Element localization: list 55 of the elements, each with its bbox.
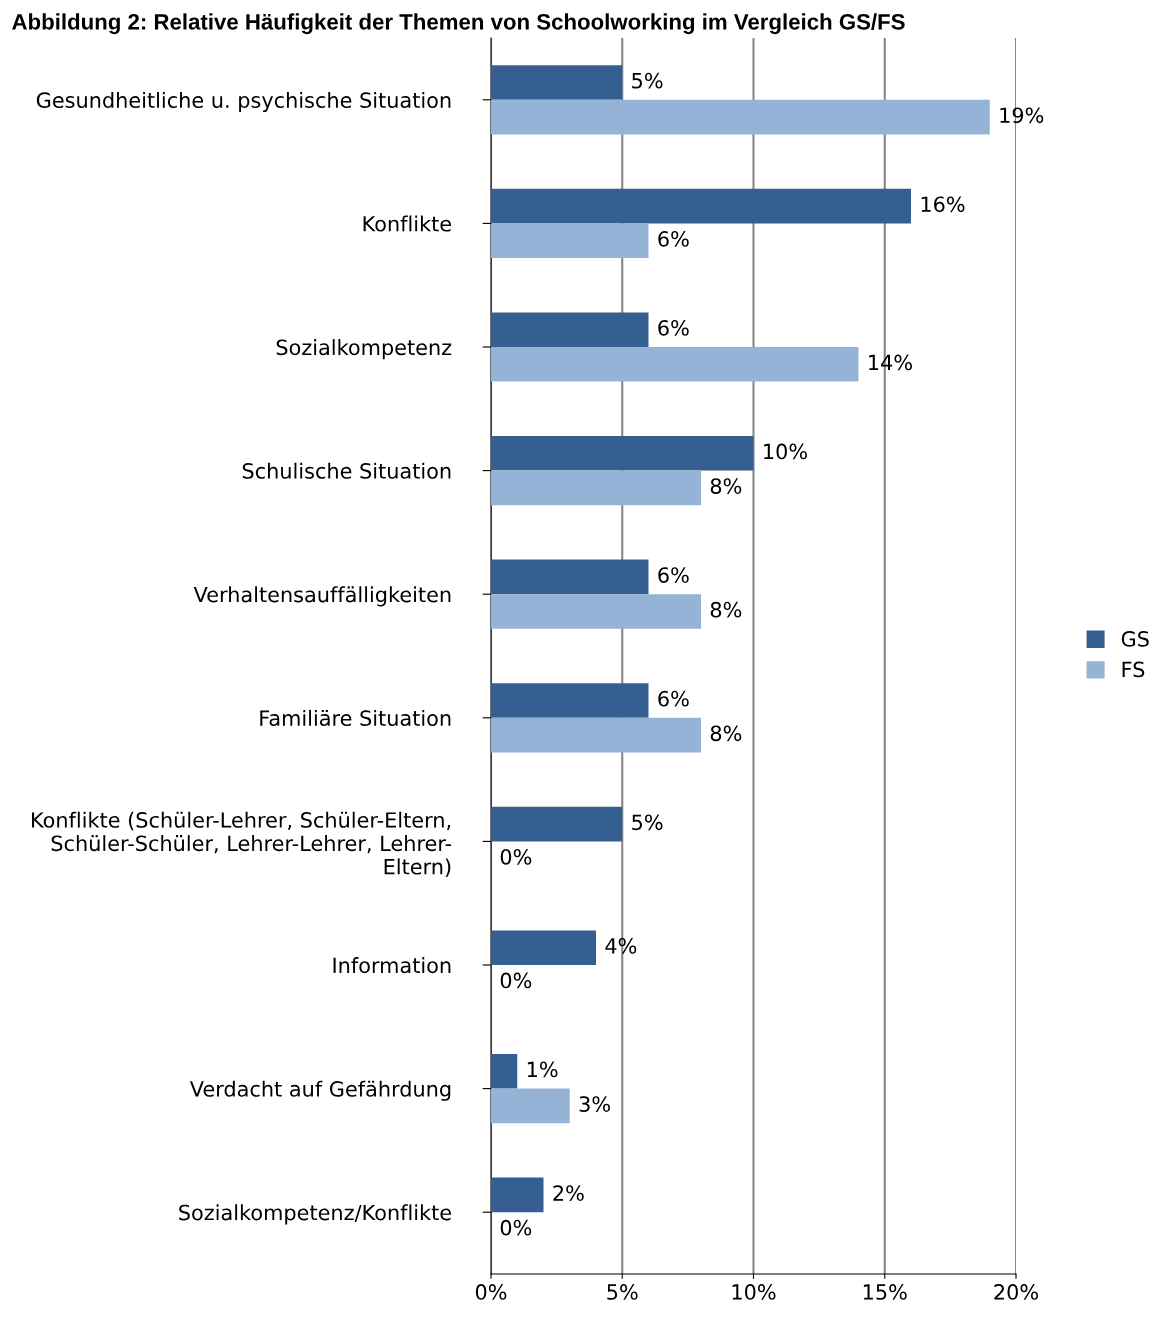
data-label: 10% bbox=[764, 443, 807, 460]
data-label: 19% bbox=[1000, 107, 1044, 124]
y-tick-label: Konflikte (Schüler-Lehrer, Schüler-Eltern, Schüler-Schüler, Lehrer-Lehrer, Lehrer- Eltern) bbox=[32, 811, 452, 877]
data-label: 4% bbox=[605, 937, 637, 954]
data-label: 5% bbox=[632, 72, 663, 89]
data-label: 6% bbox=[658, 230, 689, 247]
y-tick-label: Sozialkompetenz bbox=[276, 339, 452, 360]
data-label: 8% bbox=[710, 601, 742, 618]
data-label: 8% bbox=[710, 725, 742, 742]
data-label: 14% bbox=[869, 354, 912, 371]
bar bbox=[491, 717, 701, 753]
data-label: 6% bbox=[658, 690, 689, 707]
bar bbox=[491, 1053, 518, 1089]
bar bbox=[491, 223, 649, 259]
data-label: 0% bbox=[500, 848, 532, 865]
y-tick-label: Schulische Situation bbox=[242, 462, 451, 479]
bar bbox=[491, 312, 649, 347]
y-tick-label: Familiäre Situation bbox=[260, 709, 451, 727]
y-tick-label: Konflikte bbox=[363, 215, 451, 232]
chart-title: Abbildung 2: Relative Häufigkeit der Themen von Schoolworking im Vergleich GS/FS bbox=[12, 13, 905, 35]
bar bbox=[491, 683, 649, 718]
bar bbox=[491, 65, 623, 100]
x-tick-label: 20% bbox=[994, 1284, 1038, 1300]
data-label: 5% bbox=[632, 814, 663, 831]
data-label: 16% bbox=[921, 196, 965, 213]
data-label: 6% bbox=[658, 567, 689, 583]
bar bbox=[491, 1088, 570, 1124]
data-label: 2% bbox=[553, 1185, 584, 1201]
bar bbox=[491, 594, 701, 629]
data-label: 0% bbox=[500, 972, 532, 989]
bar bbox=[491, 930, 596, 965]
data-label: 1% bbox=[527, 1061, 558, 1078]
x-tick-label: 15% bbox=[863, 1284, 907, 1300]
bar bbox=[491, 559, 649, 595]
legend-label: GS bbox=[1121, 631, 1149, 647]
bar bbox=[491, 806, 623, 842]
x-tick-label: 0% bbox=[475, 1284, 507, 1300]
bar bbox=[491, 347, 859, 382]
legend-label: FS bbox=[1122, 661, 1145, 678]
y-tick-label: Sozialkompetenz/Konflikte bbox=[179, 1204, 451, 1225]
x-tick-label: 10% bbox=[732, 1284, 776, 1300]
data-label: 6% bbox=[658, 319, 689, 336]
y-tick-label: Gesundheitliche u. psychische Situation bbox=[36, 91, 451, 113]
data-label: 8% bbox=[710, 478, 742, 494]
bar bbox=[491, 99, 990, 135]
bar bbox=[491, 470, 701, 506]
data-label: 3% bbox=[579, 1096, 610, 1112]
data-label: 0% bbox=[500, 1219, 532, 1236]
bar bbox=[491, 435, 754, 471]
bar bbox=[491, 188, 911, 224]
x-tick-label: 5% bbox=[607, 1284, 638, 1300]
y-tick-label: Verhaltensauffälligkeiten bbox=[193, 586, 451, 607]
y-tick-label: Information bbox=[333, 957, 451, 974]
bar bbox=[491, 1177, 544, 1213]
y-tick-label: Verdacht auf Gefährdung bbox=[189, 1080, 451, 1101]
